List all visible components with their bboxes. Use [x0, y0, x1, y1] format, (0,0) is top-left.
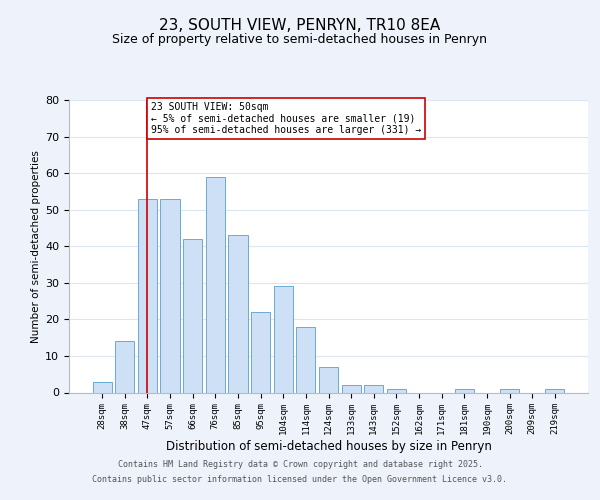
- X-axis label: Distribution of semi-detached houses by size in Penryn: Distribution of semi-detached houses by …: [166, 440, 491, 453]
- Bar: [206, 177, 225, 392]
- Bar: [387, 389, 406, 392]
- Bar: [274, 286, 293, 393]
- Bar: [183, 239, 202, 392]
- Text: Contains HM Land Registry data © Crown copyright and database right 2025.: Contains HM Land Registry data © Crown c…: [118, 460, 482, 469]
- Text: Size of property relative to semi-detached houses in Penryn: Size of property relative to semi-detach…: [113, 32, 487, 46]
- Text: 23 SOUTH VIEW: 50sqm
← 5% of semi-detached houses are smaller (19)
95% of semi-d: 23 SOUTH VIEW: 50sqm ← 5% of semi-detach…: [151, 102, 421, 135]
- Bar: [229, 236, 248, 392]
- Bar: [138, 198, 157, 392]
- Bar: [319, 367, 338, 392]
- Text: 23, SOUTH VIEW, PENRYN, TR10 8EA: 23, SOUTH VIEW, PENRYN, TR10 8EA: [160, 18, 440, 32]
- Bar: [160, 198, 180, 392]
- Bar: [341, 385, 361, 392]
- Bar: [364, 385, 383, 392]
- Text: Contains public sector information licensed under the Open Government Licence v3: Contains public sector information licen…: [92, 475, 508, 484]
- Bar: [115, 342, 134, 392]
- Bar: [545, 389, 565, 392]
- Bar: [92, 382, 112, 392]
- Bar: [251, 312, 270, 392]
- Bar: [296, 326, 316, 392]
- Bar: [500, 389, 519, 392]
- Y-axis label: Number of semi-detached properties: Number of semi-detached properties: [31, 150, 41, 342]
- Bar: [455, 389, 474, 392]
